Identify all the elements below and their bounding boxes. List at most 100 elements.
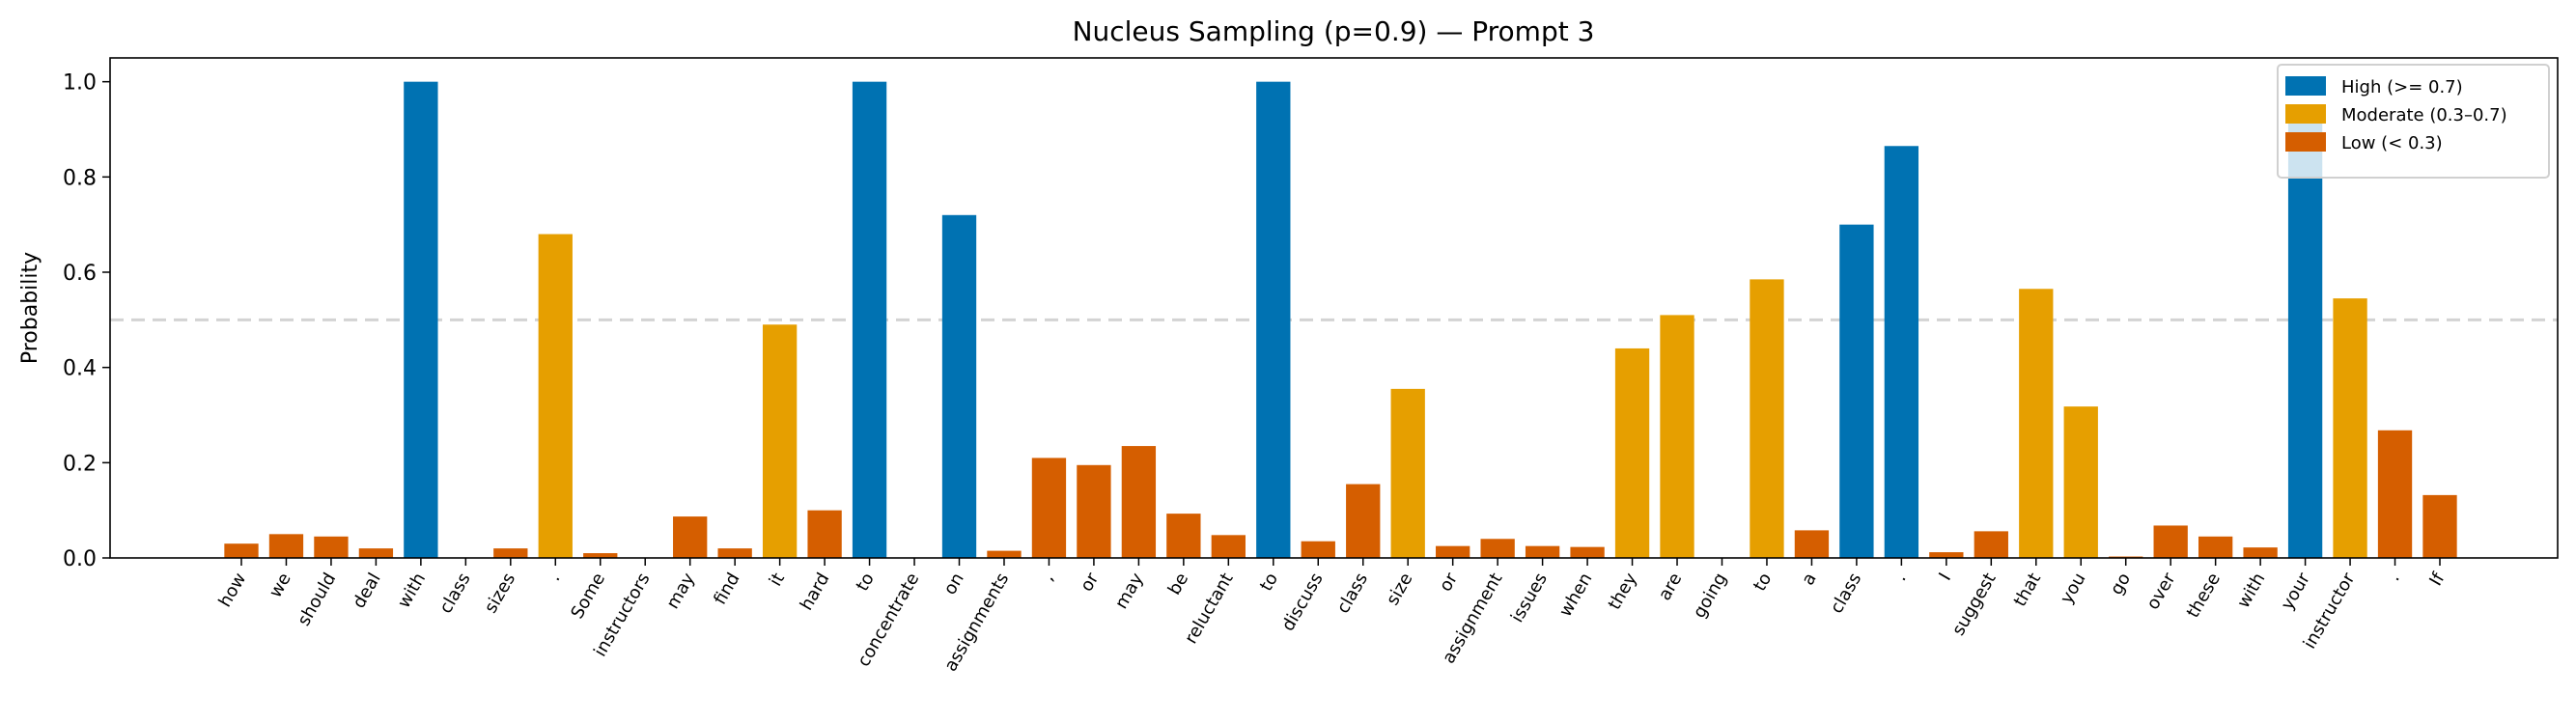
chart-title: Nucleus Sampling (p=0.9) — Prompt 3 bbox=[1073, 15, 1595, 47]
bar-If bbox=[2422, 494, 2457, 558]
x-tick-label: I bbox=[1935, 570, 1955, 584]
x-tick-label: to bbox=[1750, 570, 1776, 595]
x-tick-label: to bbox=[853, 570, 879, 595]
x-tick-label: . bbox=[1890, 570, 1911, 584]
x-tick-label: . bbox=[2384, 570, 2404, 584]
x-tick-label: with bbox=[394, 570, 430, 612]
bar-hard bbox=[807, 510, 842, 558]
legend-box bbox=[2277, 64, 2550, 179]
x-tick-label: these bbox=[2183, 570, 2225, 622]
x-tick-label: when bbox=[1555, 570, 1596, 621]
x-tick-label: may bbox=[1111, 570, 1148, 613]
bar-or bbox=[1436, 545, 1470, 558]
y-tick-label: 0.6 bbox=[63, 262, 97, 286]
y-tick-label: 0.2 bbox=[63, 452, 97, 476]
legend-label: Moderate (0.3–0.7) bbox=[2341, 105, 2507, 125]
x-tick-label: issues bbox=[1507, 570, 1552, 626]
legend-swatch bbox=[2285, 104, 2326, 124]
bar-to bbox=[1256, 81, 1291, 559]
bar-may bbox=[1121, 446, 1157, 558]
bar-size bbox=[1390, 388, 1425, 558]
bar-you bbox=[2063, 406, 2098, 558]
x-tick-label: going bbox=[1689, 570, 1730, 622]
x-tick-label: class bbox=[1827, 570, 1866, 617]
x-tick-label: , bbox=[1038, 570, 1058, 584]
bar-how bbox=[224, 543, 259, 558]
bar-your bbox=[2287, 115, 2323, 558]
x-tick-label: sizes bbox=[481, 570, 519, 617]
bar-. bbox=[538, 234, 573, 559]
bar-. bbox=[1884, 146, 1919, 558]
x-tick-label: that bbox=[2010, 570, 2045, 610]
bar-over bbox=[2153, 525, 2188, 558]
x-tick-label: If bbox=[2425, 569, 2449, 589]
bar-Some bbox=[583, 553, 618, 558]
x-tick-label: a bbox=[1798, 570, 1821, 589]
x-tick-label: hard bbox=[797, 570, 834, 614]
bar-should bbox=[314, 536, 349, 558]
bars-layer bbox=[224, 81, 2457, 559]
x-tick-label: deal bbox=[349, 570, 384, 612]
x-tick-label: size bbox=[1383, 570, 1417, 609]
x-tick-label: with bbox=[2233, 570, 2269, 612]
legend-label: High (>= 0.7) bbox=[2341, 77, 2463, 97]
y-tick-label: 0.8 bbox=[63, 166, 97, 190]
x-tick-label: discuss bbox=[1277, 570, 1327, 635]
legend: High (>= 0.7) Moderate (0.3–0.7) Low (< 0.… bbox=[2277, 64, 2550, 179]
x-tick-label: your bbox=[2277, 569, 2314, 613]
x-tick-label: . bbox=[545, 570, 565, 584]
y-tick-label: 0.4 bbox=[63, 357, 97, 381]
x-tick-label: are bbox=[1655, 570, 1687, 604]
x-tick-label: or bbox=[1436, 569, 1463, 595]
x-tick-label: you bbox=[2057, 570, 2090, 607]
bar-to bbox=[852, 81, 887, 559]
y-axis-label: Probability bbox=[18, 252, 42, 364]
x-tick-label: or bbox=[1077, 569, 1104, 595]
bar-reluctant bbox=[1211, 535, 1246, 558]
x-tick-label: they bbox=[1605, 570, 1641, 614]
x-tick-label: may bbox=[662, 570, 699, 613]
y-tick-label: 0.0 bbox=[63, 547, 97, 571]
x-tick-label: how bbox=[215, 570, 251, 611]
x-tick-label: class bbox=[435, 570, 475, 617]
bar-are bbox=[1660, 315, 1694, 558]
bar-may bbox=[673, 516, 708, 558]
legend-label: Low (< 0.3) bbox=[2341, 133, 2443, 153]
bar-, bbox=[1031, 458, 1067, 558]
bar-assignments bbox=[987, 550, 1022, 558]
bar-or bbox=[1077, 464, 1111, 558]
bar-on bbox=[941, 214, 977, 559]
bar-with bbox=[404, 81, 438, 559]
bar-to bbox=[1750, 279, 1784, 558]
y-ticks: 0.0 0.2 0.4 0.6 0.8 1.0 bbox=[63, 71, 110, 571]
bar-assignment bbox=[1480, 539, 1515, 558]
bar-these bbox=[2198, 536, 2233, 558]
x-tick-label: on bbox=[939, 570, 967, 598]
x-tick-label: over bbox=[2142, 569, 2180, 613]
bar-suggest bbox=[1974, 531, 2008, 558]
y-tick-label: 1.0 bbox=[63, 71, 97, 96]
bar-when bbox=[1570, 546, 1605, 558]
x-tick-label: suggest bbox=[1948, 570, 2001, 639]
legend-swatch bbox=[2285, 132, 2326, 152]
x-tick-label: find bbox=[710, 570, 743, 608]
bar-instructor bbox=[2333, 298, 2367, 558]
plot-frame bbox=[109, 57, 2559, 559]
legend-swatch bbox=[2285, 76, 2326, 96]
x-tick-label: it bbox=[766, 570, 789, 590]
bar-I bbox=[1929, 552, 1964, 558]
bar-with bbox=[2243, 547, 2278, 558]
bar-a bbox=[1794, 530, 1830, 558]
x-tick-label: class bbox=[1333, 570, 1373, 617]
bar-sizes bbox=[493, 548, 528, 558]
x-tick-label: Some bbox=[567, 570, 609, 623]
x-tick-label: to bbox=[1256, 570, 1282, 595]
bar-be bbox=[1166, 514, 1201, 558]
bar-we bbox=[268, 534, 304, 558]
bar-. bbox=[2377, 430, 2413, 558]
x-tick-label: we bbox=[266, 570, 295, 601]
bar-they bbox=[1614, 348, 1650, 558]
bar-it bbox=[762, 324, 798, 558]
